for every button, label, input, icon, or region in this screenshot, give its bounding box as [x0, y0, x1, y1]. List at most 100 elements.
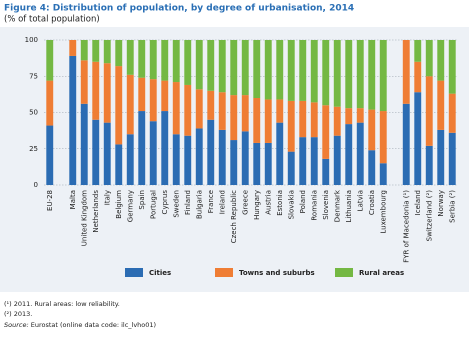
x-tick-label: Germany — [126, 190, 134, 222]
bar-segment — [368, 109, 376, 151]
x-tick-label: Bulgaria — [195, 190, 203, 219]
bar-segment — [80, 40, 88, 61]
x-tick-label: United Kingdom — [80, 190, 88, 246]
bar-segment — [310, 137, 318, 185]
bar-segment — [333, 40, 341, 107]
bar-segment — [195, 89, 203, 129]
x-tick-label: Sweden — [172, 190, 180, 218]
bar-segment — [103, 40, 111, 64]
x-tick-label: Iceland — [414, 190, 422, 215]
bar-segment — [184, 135, 192, 185]
bar-segment — [356, 108, 364, 123]
legend-swatch — [215, 268, 233, 277]
footnote: (²) 2013. — [4, 310, 32, 318]
bar-segment — [184, 84, 192, 136]
bar-segment — [126, 74, 134, 135]
bar-segment — [276, 122, 284, 185]
bar-segment — [161, 111, 169, 185]
x-tick-label: Finland — [184, 190, 192, 215]
bar-segment — [195, 128, 203, 185]
bar-segment — [276, 99, 284, 123]
chart-subtitle: (% of total population) — [4, 15, 100, 25]
bar-segment — [299, 40, 307, 101]
bar-segment — [172, 82, 180, 135]
x-tick-label: Malta — [69, 190, 77, 209]
bar-segment — [230, 140, 238, 185]
bar-segment — [425, 145, 433, 185]
bar-segment — [287, 40, 295, 101]
bar-segment — [92, 119, 100, 185]
x-tick-label: Croatia — [368, 190, 376, 215]
bar-segment — [322, 40, 330, 106]
bar-segment — [103, 63, 111, 123]
bar-segment — [80, 103, 88, 185]
bar-segment — [172, 40, 180, 83]
legend-swatch — [335, 268, 353, 277]
bar-segment — [356, 40, 364, 109]
x-tick-label: Netherlands — [92, 190, 100, 233]
bar-segment — [345, 40, 353, 109]
bar-segment — [218, 129, 226, 185]
chart-title: Figure 4: Distribution of population, by… — [4, 4, 354, 14]
x-tick-label: Belgium — [115, 190, 123, 219]
x-tick-label: Cyprus — [161, 190, 169, 215]
bar-segment — [46, 125, 54, 185]
bar-segment — [253, 98, 261, 143]
bar-segment — [207, 90, 215, 120]
bar-segment — [230, 40, 238, 96]
bar-segment — [264, 40, 272, 100]
y-tick-label: 75 — [29, 72, 38, 80]
x-tick-label: Lithuania — [345, 190, 353, 222]
bar-segment — [437, 129, 445, 185]
bar-segment — [69, 40, 77, 56]
legend-label: Towns and suburbs — [239, 269, 315, 277]
x-tick-label: Denmark — [333, 189, 341, 222]
x-tick-label: Hungary — [253, 190, 261, 220]
bar-segment — [402, 40, 410, 104]
bar-segment — [322, 158, 330, 185]
bar-segment — [241, 40, 249, 96]
bar-segment — [287, 151, 295, 185]
x-tick-label: Latvia — [356, 190, 364, 211]
source-text: Eurostat (online data code: ilc_lvho01) — [31, 321, 156, 329]
bar-segment — [437, 40, 445, 81]
x-tick-label: Italy — [103, 190, 111, 205]
x-tick-label: Switzerland (²) — [425, 190, 433, 242]
y-tick-label: 0 — [34, 181, 38, 189]
x-tick-label: EU-28 — [46, 190, 54, 211]
x-tick-label: Norway — [437, 190, 445, 217]
x-tick-label: Luxembourg — [379, 190, 387, 234]
bar-segment — [138, 40, 146, 78]
bar-segment — [230, 95, 238, 141]
bar-segment — [207, 40, 215, 91]
bar-segment — [356, 122, 364, 185]
x-tick-label: Ireland — [218, 190, 226, 214]
bar-segment — [299, 137, 307, 185]
x-tick-label: Czech Republic — [230, 190, 238, 243]
bar-segment — [437, 80, 445, 130]
bar-segment — [414, 40, 422, 62]
bar-segment — [345, 108, 353, 125]
x-tick-label: Serbia (²) — [448, 190, 456, 223]
bar-segment — [264, 142, 272, 185]
bar-segment — [184, 40, 192, 85]
bar-segment — [115, 40, 123, 67]
bar-segment — [448, 40, 456, 94]
bar-segment — [368, 150, 376, 185]
bar-segment — [287, 100, 295, 152]
bar-segment — [241, 95, 249, 132]
bar-segment — [310, 102, 318, 138]
source: Source: Eurostat (online data code: ilc_… — [4, 321, 156, 329]
bar-segment — [115, 144, 123, 185]
bar-segment — [218, 40, 226, 93]
footnote: (¹) 2011. Rural areas: low reliability. — [4, 300, 120, 308]
bar-segment — [138, 111, 146, 185]
bar-segment — [195, 40, 203, 90]
x-tick-label: France — [207, 190, 215, 213]
plot: 0 25 50 75 100 EU-28 Malta United Kingdom Nether… — [25, 36, 458, 277]
y-tick-label: 100 — [25, 36, 38, 44]
bar-segment — [425, 40, 433, 77]
bar-segment — [126, 134, 134, 185]
bar-segment — [345, 124, 353, 185]
